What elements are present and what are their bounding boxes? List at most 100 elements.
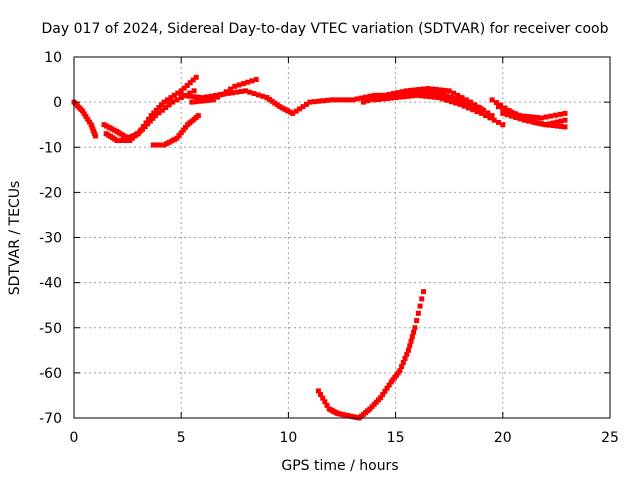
data-point [255, 92, 261, 98]
data-point [161, 99, 167, 105]
data-point [234, 89, 240, 95]
data-point [534, 114, 540, 120]
data-point [400, 359, 406, 365]
data-point [148, 113, 154, 119]
data-point [251, 91, 257, 97]
data-point [534, 120, 540, 126]
data-point [463, 97, 469, 103]
data-point [156, 110, 162, 116]
data-point [521, 113, 527, 119]
x-tick-label: 20 [494, 430, 512, 446]
x-tick-label: 5 [177, 430, 186, 446]
data-point [122, 137, 128, 143]
data-point [324, 402, 330, 408]
data-point [543, 114, 549, 120]
data-point [189, 99, 195, 105]
data-point [425, 86, 431, 92]
data-point [238, 88, 244, 94]
data-point [427, 94, 433, 100]
data-point [193, 74, 199, 80]
data-point [478, 110, 484, 116]
data-point [530, 119, 536, 125]
data-point [521, 117, 527, 123]
data-point [435, 90, 441, 96]
data-point [320, 98, 326, 104]
data-point [431, 94, 437, 100]
data-point [363, 94, 369, 100]
data-point [407, 343, 413, 349]
data-point [409, 334, 415, 340]
data-point [412, 87, 418, 93]
data-point [320, 395, 326, 401]
data-point [470, 107, 476, 113]
data-point [195, 94, 201, 100]
data-point [150, 115, 156, 121]
data-point [249, 78, 255, 84]
data-point [513, 114, 519, 120]
data-point [303, 101, 309, 107]
data-point [419, 296, 425, 302]
data-point [223, 89, 229, 95]
data-point [260, 93, 266, 99]
data-point [350, 97, 356, 103]
data-point [547, 121, 553, 127]
data-point [554, 119, 560, 125]
data-point [81, 111, 87, 117]
data-point [468, 99, 474, 105]
data-point [132, 133, 138, 139]
data-point [457, 101, 463, 107]
data-point [402, 355, 408, 361]
data-point [530, 114, 536, 120]
data-point [159, 107, 165, 113]
data-point [384, 385, 390, 391]
data-point [465, 105, 471, 111]
data-point [164, 141, 170, 147]
data-point [382, 92, 388, 98]
data-point [163, 105, 169, 111]
data-point [378, 395, 384, 401]
data-point [371, 92, 377, 98]
data-point [168, 95, 174, 101]
data-point [517, 116, 523, 122]
data-point [297, 106, 303, 112]
data-point [169, 138, 175, 144]
data-point [178, 130, 184, 136]
data-point [116, 137, 122, 143]
data-point [395, 90, 401, 96]
data-point [114, 137, 120, 143]
y-tick-label: -20 [39, 185, 62, 201]
y-tick-label: -10 [39, 140, 62, 156]
data-point [496, 119, 502, 125]
data-point [508, 113, 514, 119]
data-point [382, 388, 388, 394]
data-point [444, 93, 450, 99]
data-point [204, 94, 210, 100]
data-point [371, 97, 377, 103]
data-point [197, 98, 203, 104]
data-point [245, 79, 251, 85]
data-point [247, 89, 253, 95]
data-point [386, 382, 392, 388]
y-axis-label: SDTVAR / TECUs [7, 181, 23, 296]
data-point [111, 127, 117, 133]
data-point [210, 97, 216, 103]
y-tick-label: 10 [44, 50, 62, 66]
data-point [367, 93, 373, 99]
data-point [232, 83, 238, 89]
data-point [450, 90, 456, 96]
data-point [293, 108, 299, 114]
data-point [548, 113, 554, 119]
data-point [277, 104, 283, 110]
data-point [178, 88, 184, 94]
data-point [80, 108, 86, 114]
data-point [562, 117, 568, 123]
data-point [476, 105, 482, 111]
data-point [453, 96, 459, 102]
data-point [401, 94, 407, 100]
data-point [156, 105, 162, 111]
data-point [513, 111, 519, 117]
data-point [164, 97, 170, 103]
data-point [175, 90, 181, 96]
data-point [240, 81, 246, 87]
data-point [124, 137, 130, 143]
